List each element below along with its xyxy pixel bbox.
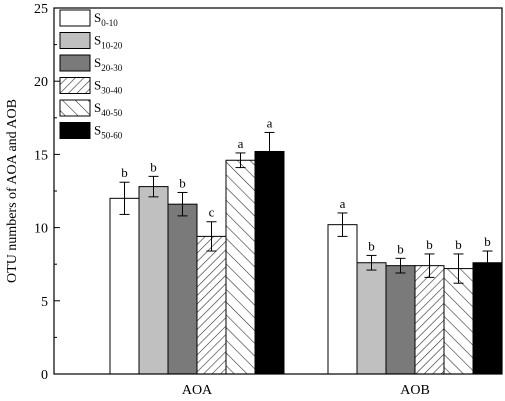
legend-label: S20-30 [94, 55, 123, 73]
bar [414, 265, 445, 375]
significance-labels: b b b c a a a b b b b b [121, 115, 491, 256]
legend-label: S0-10 [94, 10, 118, 28]
bar [472, 262, 503, 375]
significance-label: b [426, 237, 433, 252]
legend-label: S50-60 [94, 123, 123, 141]
significance-label: b [121, 165, 128, 180]
significance-label: b [484, 234, 491, 249]
legend-label: S30-40 [94, 78, 123, 96]
y-tick-label: 15 [34, 148, 48, 163]
bar [327, 224, 358, 375]
significance-label: b [368, 238, 375, 253]
legend-swatch [59, 32, 91, 49]
legend-label: S40-50 [94, 100, 123, 118]
y-tick-label: 10 [34, 222, 48, 237]
y-axis-title: OTU numbers of AOA and AOB [5, 99, 20, 283]
legend-swatch [59, 9, 91, 27]
y-tick-label: 25 [34, 2, 48, 17]
significance-label: c [209, 205, 215, 220]
legend: S0-10 S10-20 S20-30 S30-40 S40-50 S50-60 [59, 9, 123, 141]
y-tick-label: 20 [34, 75, 48, 90]
bar [225, 159, 256, 375]
legend-swatch [59, 122, 91, 139]
bar [167, 203, 198, 375]
significance-label: a [238, 136, 244, 151]
bar [138, 186, 169, 375]
bar [254, 150, 285, 375]
bar [109, 197, 140, 375]
significance-label: a [267, 115, 273, 130]
legend-swatch [59, 54, 91, 72]
bar [385, 265, 416, 375]
error-bars [119, 131, 493, 284]
plot-frame [53, 7, 503, 375]
significance-label: b [150, 159, 157, 174]
x-tick-label: AOA [182, 383, 213, 398]
significance-label: a [340, 196, 346, 211]
tick-labels: 0 5 10 15 20 25 AOA AOB [34, 2, 430, 398]
bar [443, 268, 474, 375]
bars [109, 150, 503, 375]
y-tick-label: 5 [41, 295, 48, 310]
significance-label: b [397, 241, 404, 256]
bar [356, 262, 387, 375]
significance-label: b [455, 237, 462, 252]
x-tick-label: AOB [400, 383, 430, 398]
legend-swatch [59, 77, 91, 94]
legend-swatch [59, 99, 91, 117]
y-tick-label: 0 [41, 368, 48, 383]
legend-label: S10-20 [94, 33, 123, 51]
significance-label: b [179, 175, 186, 190]
bar [196, 235, 227, 375]
